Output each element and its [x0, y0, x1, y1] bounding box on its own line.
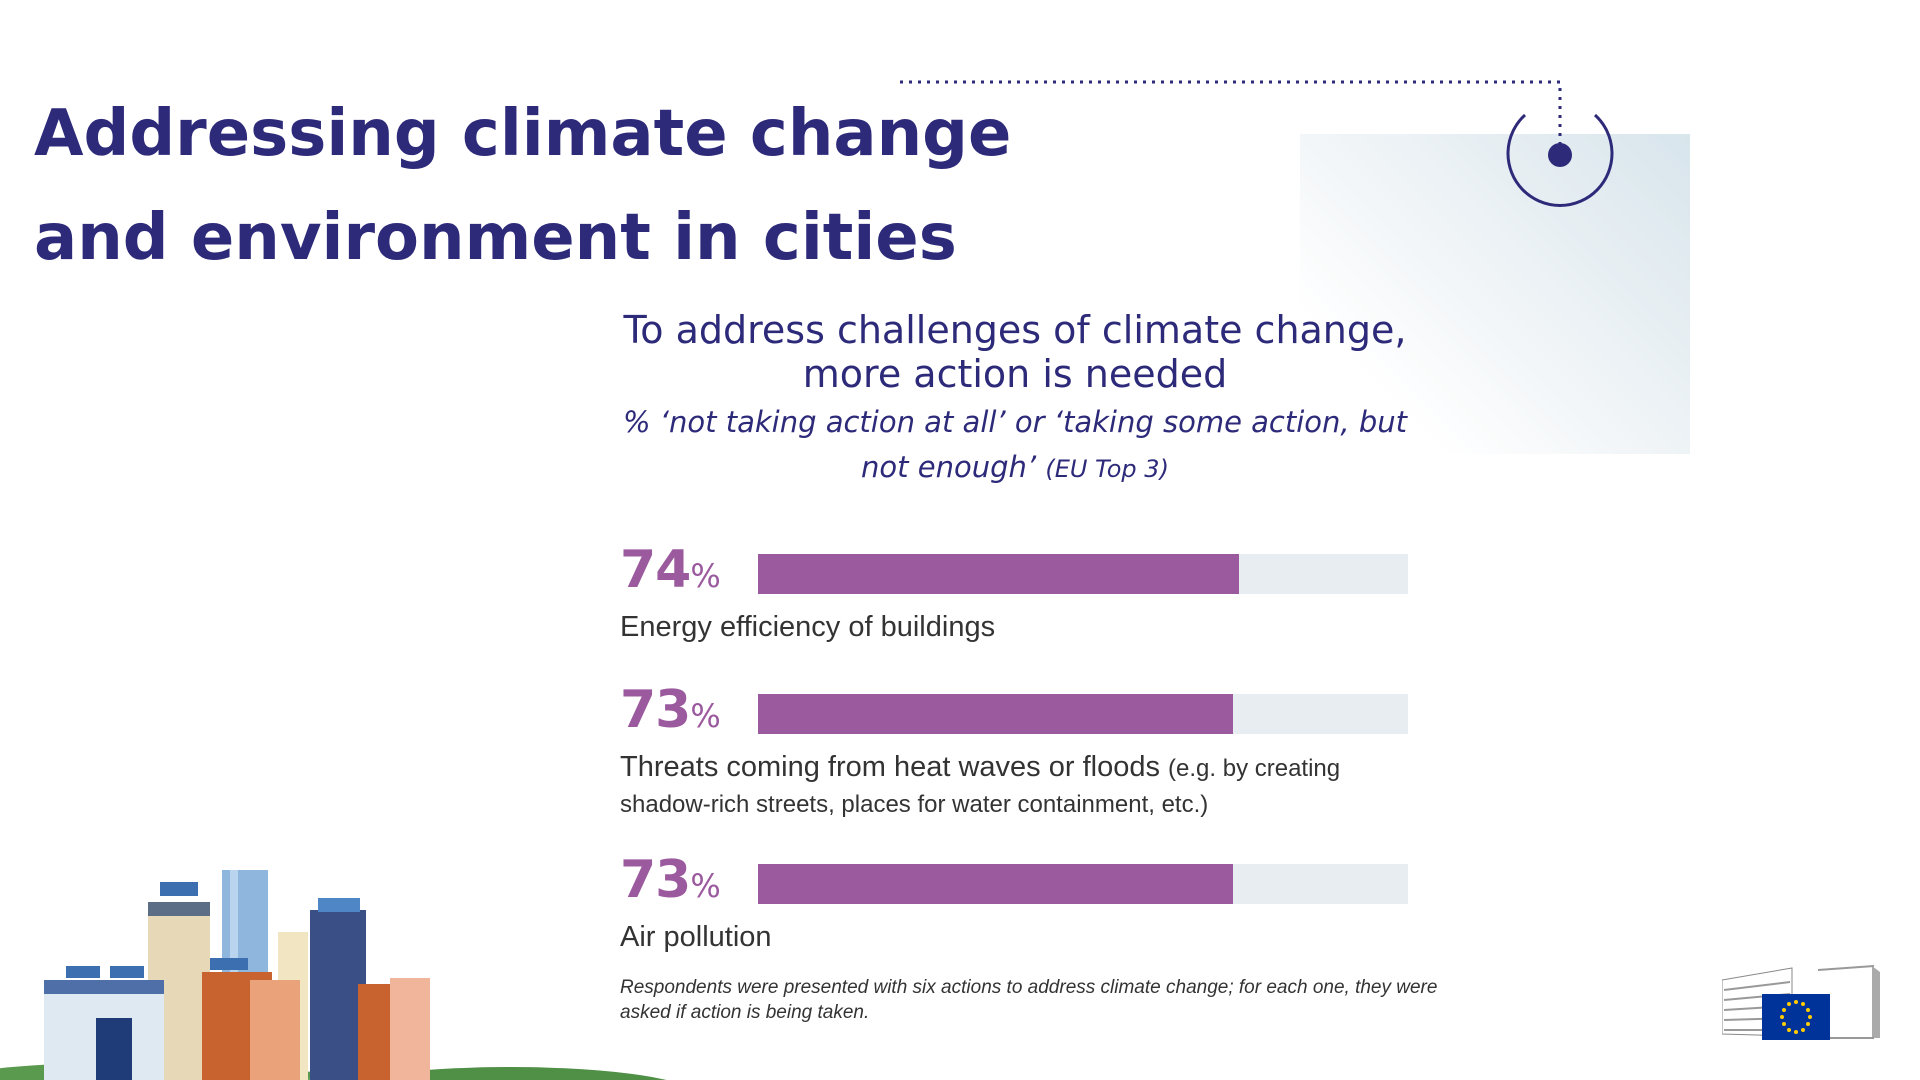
- bar-track: [758, 864, 1408, 904]
- page-title: Addressing climate change and environmen…: [34, 97, 1012, 275]
- value-number: 73: [620, 680, 691, 740]
- chart-subtitle-note: (EU Top 3): [1045, 455, 1169, 483]
- bar-chart: 74% Energy efficiency of buildings 73% T…: [620, 540, 1420, 1040]
- value-label: 73%: [620, 680, 721, 746]
- european-commission-logo: [1722, 965, 1880, 1040]
- chart-subtitle-main: % ‘not taking action at all’ or ‘taking …: [623, 405, 1407, 484]
- bar-label-note: (e.g. by creating shadow-rich streets, p…: [620, 755, 1341, 818]
- bar-label: Threats coming from heat waves or floods…: [620, 750, 1420, 822]
- bar-label-text: Air pollution: [620, 921, 772, 953]
- bar-label-text: Threats coming from heat waves or floods: [620, 751, 1160, 783]
- percent-sign: %: [690, 697, 721, 735]
- city-skyline-illustration: [0, 870, 667, 1080]
- chart-title: To address challenges of climate change,…: [623, 308, 1407, 396]
- footnote: Respondents were presented with six acti…: [620, 977, 1438, 1023]
- bar-track: [758, 694, 1408, 734]
- percent-sign: %: [690, 867, 721, 905]
- bar-track: [758, 554, 1408, 594]
- bar-label-text: Energy efficiency of buildings: [620, 611, 996, 643]
- value-number: 74: [620, 540, 691, 600]
- bar: [758, 694, 1233, 734]
- dotted-line-target-icon: [900, 80, 1614, 207]
- background-glow: [1300, 134, 1690, 454]
- bar: [758, 554, 1239, 594]
- bar: [758, 864, 1233, 904]
- value-label: 74%: [620, 540, 721, 606]
- bar-label: Energy efficiency of buildings: [620, 610, 1420, 644]
- chart-subtitle: % ‘not taking action at all’ or ‘taking …: [620, 400, 1410, 492]
- percent-sign: %: [690, 557, 721, 595]
- value-label: 73%: [620, 850, 721, 916]
- value-number: 73: [620, 850, 691, 910]
- bar-label: Air pollution: [620, 920, 1420, 954]
